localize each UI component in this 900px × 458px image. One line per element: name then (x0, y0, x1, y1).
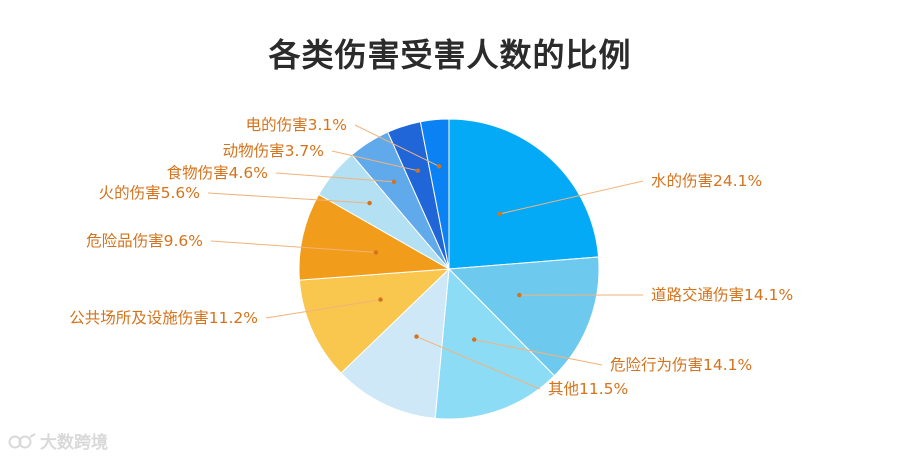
leader-line-7 (207, 192, 370, 204)
pie-slice-4 (340, 267, 450, 419)
leader-line-10 (354, 124, 440, 167)
slice-label-7: 火的伤害5.6% (99, 184, 200, 202)
leader-dot-4 (414, 334, 419, 339)
chart-title: 各类伤害受害人数的比例 (268, 36, 632, 74)
leader-line-4 (416, 336, 541, 390)
slice-label-4: 其他11.5% (548, 380, 628, 398)
leader-dot-10 (436, 164, 442, 169)
slice-label-2: 道路交通伤害14.1% (651, 286, 793, 304)
leader-line-1 (499, 180, 644, 215)
leader-line-9 (331, 150, 419, 172)
leader-dot-1 (497, 211, 503, 217)
slice-label-10: 电的伤害3.1% (246, 116, 347, 134)
slice-label-3: 危险行为伤害14.1% (610, 356, 752, 374)
slice-label-6: 危险品伤害9.6% (86, 232, 203, 250)
leader-line-6 (210, 240, 376, 253)
slice-labels: 水的伤害24.1% 道路交通伤害14.1% 危险行为伤害14.1% 其他11.5% 公共… (69, 116, 793, 398)
pie-slices (298, 118, 600, 420)
watermark: 大数跨境 (8, 428, 108, 453)
pie-slice-2 (447, 256, 600, 377)
leader-line-8 (275, 172, 395, 183)
logo-icon (8, 432, 36, 449)
leader-line-5 (265, 299, 381, 319)
pie-slice-5 (298, 268, 451, 374)
watermark-text: 大数跨境 (40, 433, 108, 453)
leader-line-3 (474, 339, 603, 366)
leader-dot-8 (391, 179, 397, 184)
slice-label-9: 动物伤害3.7% (223, 142, 324, 160)
leader-dot-9 (415, 168, 421, 173)
slice-label-5: 公共场所及设施伤害11.2% (69, 309, 258, 327)
pie-slice-10 (419, 118, 450, 270)
slice-label-1: 水的伤害24.1% (651, 172, 762, 190)
leader-dot-3 (472, 337, 477, 342)
slice-label-8: 食物伤害4.6% (167, 164, 268, 182)
leader-dot-2 (517, 292, 522, 298)
leader-lines (207, 124, 644, 390)
leader-dot-5 (378, 297, 383, 302)
leader-dot-7 (367, 200, 372, 206)
pie-slice-1 (448, 118, 600, 270)
pie-slice-6 (298, 193, 451, 281)
leader-dot-6 (373, 250, 379, 255)
